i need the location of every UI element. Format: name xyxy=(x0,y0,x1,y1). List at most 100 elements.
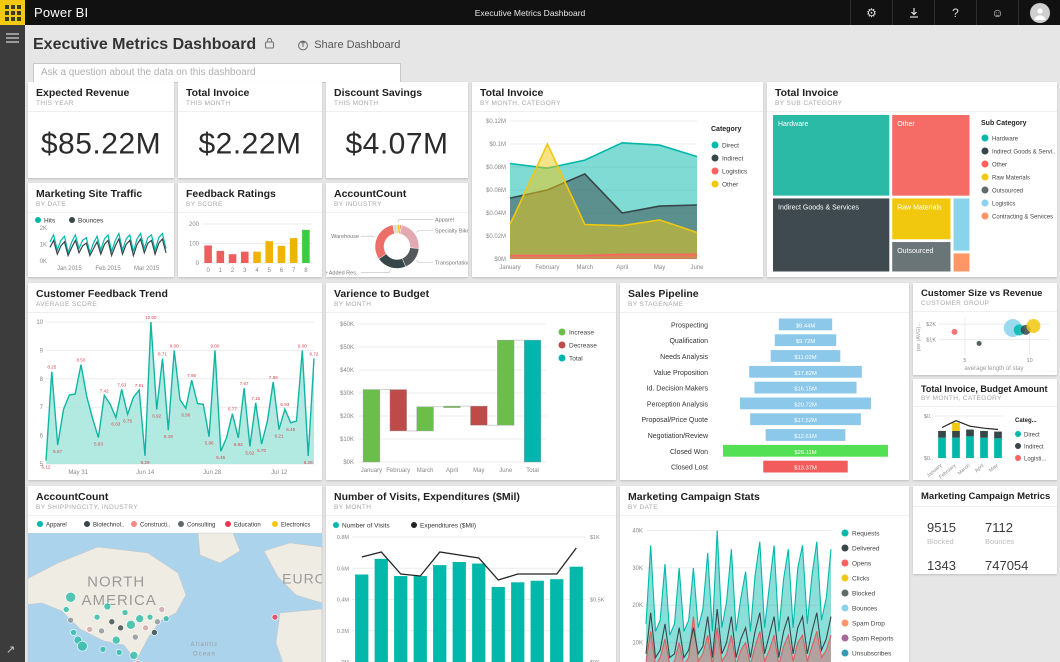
svg-text:Id. Decision Makers: Id. Decision Makers xyxy=(647,386,709,393)
svg-text:March: March xyxy=(957,463,972,477)
svg-text:5.93: 5.93 xyxy=(94,442,103,447)
svg-text:Hardware: Hardware xyxy=(992,137,1019,143)
svg-text:Total: Total xyxy=(569,356,583,363)
powerbi-logo[interactable]: Power BI xyxy=(34,5,89,20)
svg-text:April: April xyxy=(974,463,986,474)
svg-text:$10K: $10K xyxy=(340,437,354,443)
card-subtitle: Average score xyxy=(36,301,98,308)
dashboard-canvas: Executive Metrics Dashboard Share Dashbo… xyxy=(25,25,1060,662)
svg-text:Apparel: Apparel xyxy=(435,218,454,224)
svg-text:Number of Visits: Number of Visits xyxy=(342,523,390,530)
card-invoice-by-subcategory[interactable]: Total Invoice By sub category Hardware Oth… xyxy=(767,82,1057,277)
download-icon[interactable] xyxy=(892,0,934,25)
svg-text:Opens: Opens xyxy=(852,561,872,568)
svg-text:0.6M: 0.6M xyxy=(337,566,350,572)
svg-text:30K: 30K xyxy=(632,566,643,572)
card-invoice-by-month-category[interactable]: Total Invoice By month, category $0M $0.02… xyxy=(472,82,763,277)
card-subtitle: Customer group xyxy=(921,300,990,307)
svg-text:8: 8 xyxy=(40,377,44,383)
svg-text:0: 0 xyxy=(196,261,200,267)
svg-text:Blocked: Blocked xyxy=(852,591,876,598)
svg-text:March: March xyxy=(417,468,434,474)
svg-text:May: May xyxy=(654,265,665,271)
svg-text:4: 4 xyxy=(255,268,259,274)
expand-diagonal-arrow-icon[interactable]: ↗ xyxy=(6,644,16,656)
card-subtitle: This month xyxy=(334,100,379,107)
svg-text:6.93: 6.93 xyxy=(280,402,289,407)
svg-text:Clicks: Clicks xyxy=(852,576,870,583)
qa-question-input[interactable] xyxy=(33,62,401,83)
card-expected-revenue[interactable]: Expected Revenue This year $85.22M xyxy=(28,82,174,178)
svg-text:7.42: 7.42 xyxy=(100,388,109,393)
svg-text:$40K: $40K xyxy=(340,368,354,374)
svg-text:8: 8 xyxy=(304,268,308,274)
svg-text:Jan 2015: Jan 2015 xyxy=(57,266,82,272)
svg-text:Qualification: Qualification xyxy=(669,338,708,345)
card-sales-pipeline[interactable]: Sales Pipeline By stagename Prospecting $8… xyxy=(620,283,909,480)
card-accountcount-donut[interactable]: AccountCount By industry Apparel Specialty… xyxy=(326,183,468,277)
svg-text:Jun 28: Jun 28 xyxy=(203,470,222,476)
svg-text:6.45: 6.45 xyxy=(286,427,295,432)
card-visits-expenditures[interactable]: Number of Visits, Expenditures ($Mil) By … xyxy=(326,486,616,662)
svg-text:Negotiation/Review: Negotiation/Review xyxy=(648,433,709,440)
feedback-smiley-icon[interactable]: ☺ xyxy=(976,0,1018,25)
card-variance-to-budget[interactable]: Varience to Budget By month $0K $10K $20K $3… xyxy=(326,283,616,480)
svg-text:Perception Analysis: Perception Analysis xyxy=(647,401,709,408)
card-title: AccountCount xyxy=(334,188,407,200)
card-customer-size-vs-revenue[interactable]: Customer Size vs Revenue Customer group $… xyxy=(913,283,1057,375)
svg-text:Decrease: Decrease xyxy=(569,343,597,350)
card-marketing-campaign-metrics[interactable]: Marketing Campaign Metrics 9515 Blocked 7… xyxy=(913,486,1057,574)
svg-text:1K: 1K xyxy=(40,243,47,249)
svg-text:EURO: EURO xyxy=(282,570,322,586)
svg-text:May: May xyxy=(473,468,484,474)
svg-text:Category: Category xyxy=(711,126,741,133)
app-launcher-waffle-icon[interactable] xyxy=(0,0,25,25)
share-dashboard-button[interactable]: Share Dashboard xyxy=(297,39,400,51)
svg-text:Biotechnol..: Biotechnol.. xyxy=(93,523,125,529)
card-title: Sales Pipeline xyxy=(628,288,699,300)
card-accountcount-map[interactable]: AccountCount By shippingcity, industry Ap… xyxy=(28,486,322,662)
svg-text:0: 0 xyxy=(206,268,210,274)
treemap-canvas: Hardware Other Indirect Goods & Services Ra… xyxy=(767,111,1057,277)
svg-text:April: April xyxy=(446,468,458,474)
card-subtitle: By month, category xyxy=(921,395,1002,402)
svg-text:5.12: 5.12 xyxy=(42,465,51,470)
svg-text:Jun 14: Jun 14 xyxy=(136,470,155,476)
card-feedback-ratings[interactable]: Feedback Ratings By score 0 100 200 0 1 2 3 4 5 6 7… xyxy=(178,183,322,277)
card-title: Customer Feedback Trend xyxy=(36,288,168,300)
card-discount-savings[interactable]: Discount Savings This month $4.07M xyxy=(326,82,468,178)
svg-text:Proposal/Price Quote: Proposal/Price Quote xyxy=(641,417,708,424)
svg-text:$11.02M: $11.02M xyxy=(794,355,816,361)
nav-hamburger-icon[interactable] xyxy=(6,33,19,43)
card-marketing-campaign-stats[interactable]: Marketing Campaign Stats By date 10K 20K 30… xyxy=(620,486,909,662)
trend-chart-canvas: 5 6 7 8 9 10 5.12 8.25 5.67 8.50 5.93 7.42 6.63 7.63 6… xyxy=(28,312,322,480)
svg-text:Ocean: Ocean xyxy=(193,651,216,657)
svg-text:8.25: 8.25 xyxy=(47,365,56,370)
svg-text:Direct: Direct xyxy=(1024,433,1040,439)
help-icon[interactable]: ? xyxy=(934,0,976,25)
card-total-invoice-kpi[interactable]: Total Invoice This month $2.22M xyxy=(178,82,322,178)
top-app-bar: Power BI Executive Metrics Dashboard ⚙ ?… xyxy=(0,0,1060,25)
svg-text:Raw Materials: Raw Materials xyxy=(992,176,1030,182)
metric-blocked: 9515 Blocked xyxy=(927,520,956,546)
user-avatar[interactable] xyxy=(1018,0,1060,25)
funnel-chart-canvas: Prospecting $8.44M Qualification $9.72M Need… xyxy=(620,312,909,480)
svg-text:$16.15M: $16.15M xyxy=(794,387,817,393)
svg-text:Logistics: Logistics xyxy=(992,202,1015,208)
card-marketing-site-traffic[interactable]: Marketing Site Traffic By date Hits Bounce… xyxy=(28,183,174,277)
card-title: Discount Savings xyxy=(334,87,423,99)
combo-chart-canvas: $0.. $0.. January February March April May Cate… xyxy=(913,408,1057,480)
card-title: Total Invoice xyxy=(186,87,250,99)
svg-text:5.92: 5.92 xyxy=(234,442,243,447)
svg-text:6.19: 6.19 xyxy=(164,434,173,439)
lock-icon xyxy=(264,36,275,54)
svg-text:6: 6 xyxy=(40,434,44,440)
card-title: Customer Size vs Revenue xyxy=(921,288,1043,299)
svg-text:Value Proposition: Value Proposition xyxy=(654,370,708,377)
waterfall-chart-canvas: $0K $10K $20K $30K $40K $50K $60K January Februa… xyxy=(326,312,616,480)
svg-text:January: January xyxy=(499,265,520,271)
svg-text:200: 200 xyxy=(189,222,200,228)
card-invoice-budget-amount[interactable]: Total Invoice, Budget Amount By month, ca… xyxy=(913,379,1057,480)
settings-gear-icon[interactable]: ⚙ xyxy=(850,0,892,25)
card-customer-feedback-trend[interactable]: Customer Feedback Trend Average score 5 6 7… xyxy=(28,283,322,480)
